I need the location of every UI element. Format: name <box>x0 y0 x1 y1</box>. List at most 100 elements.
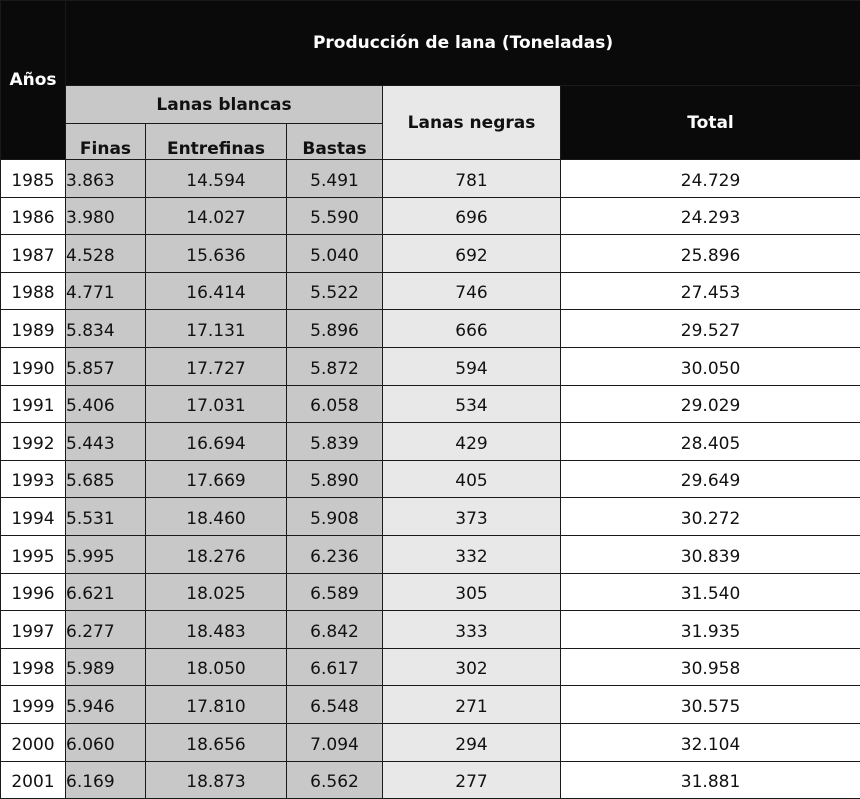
entrefinas-cell: 18.050 <box>146 648 287 686</box>
year-cell: 2000 <box>1 723 66 761</box>
bastas-cell: 6.058 <box>287 385 383 423</box>
year-cell: 1997 <box>1 611 66 649</box>
table-title: Producción de lana (Toneladas) <box>66 1 860 86</box>
negras-cell: 302 <box>383 648 561 686</box>
entrefinas-cell: 17.131 <box>146 310 287 348</box>
entrefinas-cell: 17.810 <box>146 686 287 724</box>
total-cell: 24.293 <box>561 197 860 235</box>
negras-cell: 294 <box>383 723 561 761</box>
bastas-cell: 6.236 <box>287 535 383 573</box>
total-cell: 32.104 <box>561 723 860 761</box>
finas-cell: 5.531 <box>66 498 146 536</box>
bastas-cell: 5.522 <box>287 272 383 310</box>
bastas-cell: 5.872 <box>287 347 383 385</box>
year-cell: 1998 <box>1 648 66 686</box>
year-cell: 1990 <box>1 347 66 385</box>
negras-cell: 333 <box>383 611 561 649</box>
finas-cell: 3.863 <box>66 160 146 198</box>
finas-cell: 6.060 <box>66 723 146 761</box>
year-cell: 1992 <box>1 423 66 461</box>
total-cell: 25.896 <box>561 235 860 273</box>
years-header: Años <box>1 1 66 160</box>
total-cell: 30.575 <box>561 686 860 724</box>
bastas-cell: 5.890 <box>287 460 383 498</box>
negras-cell: 277 <box>383 761 561 799</box>
entrefinas-cell: 15.636 <box>146 235 287 273</box>
bastas-cell: 6.842 <box>287 611 383 649</box>
year-cell: 1988 <box>1 272 66 310</box>
finas-cell: 5.406 <box>66 385 146 423</box>
negras-cell: 594 <box>383 347 561 385</box>
total-cell: 29.029 <box>561 385 860 423</box>
entrefinas-cell: 18.873 <box>146 761 287 799</box>
bastas-cell: 5.896 <box>287 310 383 348</box>
total-cell: 30.958 <box>561 648 860 686</box>
finas-cell: 5.443 <box>66 423 146 461</box>
negras-cell: 781 <box>383 160 561 198</box>
total-cell: 31.540 <box>561 573 860 611</box>
total-cell: 24.729 <box>561 160 860 198</box>
bastas-cell: 5.590 <box>287 197 383 235</box>
entrefinas-cell: 18.483 <box>146 611 287 649</box>
entrefinas-cell: 16.694 <box>146 423 287 461</box>
total-cell: 31.881 <box>561 761 860 799</box>
total-cell: 27.453 <box>561 272 860 310</box>
white-wool-header: Lanas blancas <box>66 86 383 124</box>
finas-cell: 3.980 <box>66 197 146 235</box>
year-cell: 1989 <box>1 310 66 348</box>
year-cell: 1987 <box>1 235 66 273</box>
entrefinas-cell: 14.027 <box>146 197 287 235</box>
finas-cell: 4.528 <box>66 235 146 273</box>
finas-cell: 6.277 <box>66 611 146 649</box>
negras-cell: 429 <box>383 423 561 461</box>
bastas-cell: 6.617 <box>287 648 383 686</box>
finas-cell: 5.834 <box>66 310 146 348</box>
year-cell: 1985 <box>1 160 66 198</box>
entrefinas-cell: 18.656 <box>146 723 287 761</box>
negras-cell: 405 <box>383 460 561 498</box>
year-cell: 1993 <box>1 460 66 498</box>
finas-cell: 5.989 <box>66 648 146 686</box>
entrefinas-cell: 18.460 <box>146 498 287 536</box>
total-cell: 29.527 <box>561 310 860 348</box>
entrefinas-header: Entrefinas <box>146 124 287 160</box>
negras-cell: 696 <box>383 197 561 235</box>
negras-cell: 666 <box>383 310 561 348</box>
negras-cell: 534 <box>383 385 561 423</box>
bastas-cell: 6.589 <box>287 573 383 611</box>
negras-cell: 332 <box>383 535 561 573</box>
bastas-cell: 5.839 <box>287 423 383 461</box>
bastas-cell: 5.908 <box>287 498 383 536</box>
year-cell: 1991 <box>1 385 66 423</box>
finas-cell: 5.946 <box>66 686 146 724</box>
year-cell: 1996 <box>1 573 66 611</box>
total-cell: 30.050 <box>561 347 860 385</box>
bastas-cell: 5.491 <box>287 160 383 198</box>
finas-cell: 6.169 <box>66 761 146 799</box>
bastas-cell: 6.562 <box>287 761 383 799</box>
bastas-cell: 7.094 <box>287 723 383 761</box>
finas-cell: 6.621 <box>66 573 146 611</box>
bastas-cell: 6.548 <box>287 686 383 724</box>
year-cell: 2001 <box>1 761 66 799</box>
entrefinas-cell: 18.025 <box>146 573 287 611</box>
entrefinas-cell: 18.276 <box>146 535 287 573</box>
entrefinas-cell: 17.669 <box>146 460 287 498</box>
finas-header: Finas <box>66 124 146 160</box>
